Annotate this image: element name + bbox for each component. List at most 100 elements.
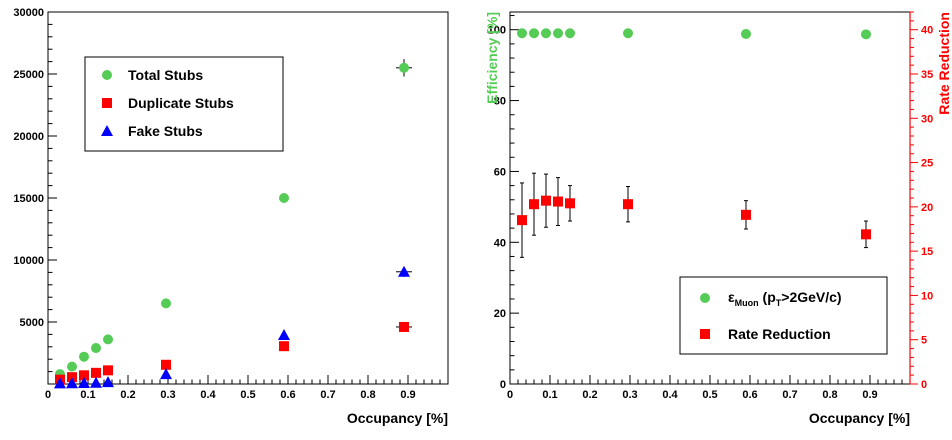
rate-reduction-point (741, 209, 751, 220)
rate-reduction-point (541, 195, 551, 206)
data-point-triangle (54, 377, 66, 389)
rate-reduction-point (529, 199, 539, 210)
data-point-triangle (66, 377, 78, 389)
x-tick-label: 0.5 (702, 389, 717, 401)
data-point-circle (79, 351, 89, 362)
y-tick-label: 60 (494, 166, 506, 178)
y-axis-title: Efficiency [%] (484, 12, 500, 104)
y-tick-label: 20 (494, 308, 506, 320)
data-point-triangle (90, 376, 102, 388)
legend-box (84, 56, 284, 152)
y-tick-label: 100 (488, 25, 506, 37)
x-tick-label: 0.6 (280, 389, 295, 401)
x-axis-title: Occupancy [%] (347, 410, 448, 426)
x-tick-label: 0.3 (622, 389, 637, 401)
legend-label: Fake Stubs (128, 123, 203, 139)
right-panel: 0 0.1 0.2 0.3 0.4 0.5 0.6 0.7 0.8 0.9 0 20 40 60 80 100… (484, 11, 952, 426)
legend-label-part: >2GeV/c) (781, 289, 841, 305)
y2-tick-label: 0 (921, 379, 927, 391)
x-tick-label: 0.5 (240, 389, 255, 401)
efficiency-point (553, 28, 563, 39)
efficiency-point (565, 28, 575, 39)
legend-label: Rate Reduction (728, 326, 831, 342)
data-point-triangle (78, 377, 90, 389)
y2-tick-label: 20 (921, 202, 933, 214)
legend-label-part: (p (759, 289, 776, 305)
y-tick-label: 20000 (13, 131, 44, 143)
x-tick-label: 0 (45, 389, 51, 401)
x-tick-label: 0 (507, 389, 513, 401)
y-tick-label: 25000 (13, 69, 44, 81)
x-tick-label: 0.2 (120, 389, 135, 401)
x-tick-label: 0.8 (822, 389, 837, 401)
data-point-circle (67, 361, 77, 372)
data-point-circle (161, 298, 171, 309)
legend-label-part: T (776, 298, 782, 308)
x-tick-label: 0.9 (400, 389, 415, 401)
x-tick-label: 0.1 (80, 389, 95, 401)
y2-tick-label: 5 (921, 335, 927, 347)
x-tick-label: 0.4 (200, 389, 216, 401)
efficiency-point (861, 29, 871, 40)
efficiency-point (623, 28, 633, 39)
rate-reduction-point (861, 229, 871, 240)
y2-tick-label: 30 (921, 113, 933, 125)
data-point-triangle (102, 376, 114, 388)
legend-marker (101, 125, 113, 136)
data-point-circle (399, 62, 409, 73)
y-tick-label: 30000 (13, 7, 44, 19)
rate-reduction-point (553, 196, 563, 207)
x-tick-label: 0.3 (160, 389, 175, 401)
rate-reduction-point (623, 199, 633, 210)
data-point-circle (103, 334, 113, 345)
data-point-square (79, 370, 89, 381)
x-tick-label: 0.7 (782, 389, 797, 401)
y-tick-label: 10000 (13, 255, 44, 267)
x-tick-label: 0.4 (662, 389, 678, 401)
x-tick-label: 0.9 (862, 389, 877, 401)
left-panel: 0 0.1 0.2 0.3 0.4 0.5 0.6 0.7 0.8 0.9 5000 10000 150… (13, 7, 449, 426)
x-tick-label: 0.7 (320, 389, 335, 401)
rate-reduction-point (517, 215, 527, 226)
data-point-triangle (160, 368, 172, 380)
legend-label: εMuon (pT>2GeV/c) (728, 289, 842, 308)
x-axis-title: Occupancy [%] (809, 410, 910, 426)
legend-label: Total Stubs (128, 67, 203, 83)
x-tick-label: 0.6 (742, 389, 757, 401)
data-point-square (161, 359, 171, 370)
legend-marker (700, 293, 710, 303)
y2-tick-label: 10 (921, 290, 933, 302)
data-point-triangle (398, 265, 410, 277)
data-point-circle (91, 343, 101, 354)
legend-marker (102, 70, 112, 80)
y-tick-label: 15000 (13, 193, 44, 205)
y-tick-label: 80 (494, 96, 506, 108)
efficiency-point (529, 28, 539, 39)
legend-label: Duplicate Stubs (128, 95, 234, 111)
rate-reduction-point (565, 198, 575, 209)
y2-tick-label: 15 (921, 246, 933, 258)
y2-tick-label: 40 (921, 25, 933, 37)
y2-tick-label: 35 (921, 69, 933, 81)
y-tick-label: 40 (494, 237, 506, 249)
data-point-square (103, 365, 113, 376)
x-tick-label: 0.2 (582, 389, 597, 401)
data-point-square (91, 367, 101, 378)
y-tick-label: 5000 (20, 317, 44, 329)
x-tick-label: 0.1 (542, 389, 557, 401)
data-point-square (279, 341, 289, 352)
legend-marker (700, 329, 710, 339)
legend-label-part: Muon (735, 298, 759, 308)
data-point-triangle (278, 329, 290, 341)
data-point-circle (279, 193, 289, 203)
data-point-square (67, 372, 77, 383)
y2-tick-label: 25 (921, 158, 933, 170)
efficiency-point (741, 28, 751, 39)
legend-label-part: ε (728, 289, 735, 305)
efficiency-point (541, 28, 551, 39)
efficiency-point (517, 28, 527, 39)
y2-axis-title: Rate Reduction (936, 12, 952, 115)
legend-box (679, 276, 888, 355)
